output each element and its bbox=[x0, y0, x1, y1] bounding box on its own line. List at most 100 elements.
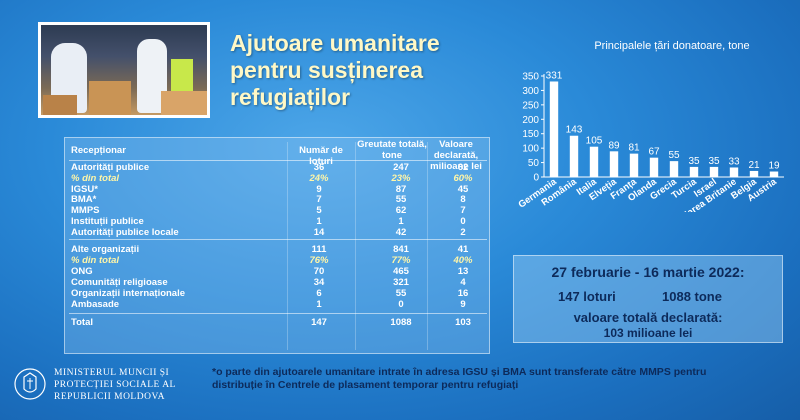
row-lots: 5 bbox=[316, 205, 322, 216]
row-value: 40% bbox=[453, 255, 473, 266]
row-value: 9 bbox=[460, 299, 466, 310]
column-divider bbox=[287, 142, 288, 350]
row-lots: 1 bbox=[316, 216, 322, 227]
table-row: % din total 76% 77% 40% bbox=[65, 255, 491, 266]
row-label: % din total bbox=[71, 255, 120, 266]
row-divider bbox=[69, 313, 487, 314]
data-label: 33 bbox=[728, 156, 740, 167]
moldova-coat-of-arms-icon bbox=[14, 368, 46, 400]
humanitarian-aid-photo bbox=[38, 22, 210, 118]
table-row: % din total 24% 23% 60% bbox=[65, 173, 491, 184]
high-visibility-vest bbox=[171, 59, 193, 93]
row-weight: 321 bbox=[393, 277, 409, 288]
summary-lots: 147 loturi bbox=[558, 289, 616, 304]
row-weight: 55 bbox=[395, 194, 407, 205]
data-label: 67 bbox=[648, 147, 660, 158]
row-value: 41 bbox=[457, 244, 469, 255]
row-label: Organizații internaționale bbox=[71, 288, 186, 299]
row-lots: 6 bbox=[316, 288, 322, 299]
row-weight: 247 bbox=[393, 162, 409, 173]
ministry-line-1: MINISTERUL MUNCII ȘI bbox=[54, 368, 170, 378]
row-lots: 1 bbox=[316, 299, 322, 310]
row-lots: 36 bbox=[313, 162, 325, 173]
row-value: 62 bbox=[457, 162, 469, 173]
bar bbox=[669, 161, 679, 177]
column-divider bbox=[427, 142, 428, 350]
row-weight: 1 bbox=[398, 216, 404, 227]
data-label: 89 bbox=[608, 140, 620, 151]
table-row: BMA* 7 55 8 bbox=[65, 194, 491, 205]
summary-tons: 1088 tone bbox=[662, 289, 722, 304]
data-label: 331 bbox=[546, 70, 563, 81]
row-value: 103 bbox=[455, 317, 471, 328]
data-label: 105 bbox=[586, 136, 603, 147]
row-value: 13 bbox=[457, 266, 469, 277]
row-label: Alte organizații bbox=[71, 244, 140, 255]
bar bbox=[749, 170, 759, 177]
row-label: Total bbox=[71, 317, 93, 328]
row-lots: 111 bbox=[311, 244, 327, 255]
bar bbox=[589, 146, 599, 177]
row-weight: 0 bbox=[398, 299, 404, 310]
ministry-name: MINISTERUL MUNCII ȘI PROTECȚIEI SOCIALE … bbox=[54, 367, 214, 403]
row-label: % din total bbox=[71, 173, 120, 184]
row-lots: 14 bbox=[313, 227, 325, 238]
y-tick-label: 350 bbox=[522, 72, 539, 83]
y-tick-label: 50 bbox=[528, 158, 540, 169]
bar bbox=[569, 135, 579, 177]
header-lots: Număr de loturi bbox=[299, 145, 343, 167]
bar bbox=[609, 151, 619, 177]
data-label: 35 bbox=[688, 156, 700, 167]
row-value: 16 bbox=[457, 288, 469, 299]
row-weight: 465 bbox=[393, 266, 409, 277]
aid-box bbox=[89, 81, 131, 115]
row-lots: 9 bbox=[316, 184, 322, 195]
row-value: 0 bbox=[460, 216, 466, 227]
y-tick-label: 150 bbox=[522, 129, 539, 140]
summary-period: 27 februarie - 16 martie 2022: bbox=[551, 264, 745, 280]
row-weight: 87 bbox=[395, 184, 407, 195]
bar bbox=[769, 171, 779, 177]
row-label: Instituții publice bbox=[71, 216, 144, 227]
chart-title: Principalele țări donatoare, tone bbox=[594, 40, 750, 52]
ministry-line-2: PROTECȚIEI SOCIALE AL bbox=[54, 380, 176, 390]
header-divider bbox=[69, 160, 487, 161]
table-row: Ambasade 1 0 9 bbox=[65, 299, 491, 310]
row-label: Ambasade bbox=[71, 299, 120, 310]
row-label: Comunități religioase bbox=[71, 277, 168, 288]
bar bbox=[549, 81, 559, 177]
row-weight: 77% bbox=[391, 255, 411, 266]
table-row: Instituții publice 1 1 0 bbox=[65, 216, 491, 227]
row-lots: 24% bbox=[309, 173, 329, 184]
y-tick-label: 100 bbox=[522, 144, 539, 155]
table-row: Total 147 1088 103 bbox=[65, 317, 491, 328]
y-tick-label: 0 bbox=[533, 173, 539, 184]
bar bbox=[709, 166, 719, 177]
summary-value-label: valoare totală declarată: bbox=[573, 310, 723, 325]
row-weight: 62 bbox=[395, 205, 407, 216]
row-weight: 23% bbox=[391, 173, 411, 184]
data-label: 21 bbox=[748, 160, 760, 171]
column-divider bbox=[355, 142, 356, 350]
row-lots: 7 bbox=[316, 194, 322, 205]
table-row: Comunități religioase 34 321 4 bbox=[65, 277, 491, 288]
header-weight: Greutate totală, tone bbox=[357, 139, 427, 161]
row-value: 8 bbox=[460, 194, 466, 205]
row-label: BMA* bbox=[71, 194, 97, 205]
footnote: *o parte din ajutoarele umanitare intrat… bbox=[212, 366, 707, 391]
row-lots: 76% bbox=[309, 255, 329, 266]
row-lots: 34 bbox=[313, 277, 325, 288]
y-tick-label: 250 bbox=[522, 100, 539, 111]
table-row: Autorități publice 36 247 62 bbox=[65, 162, 491, 173]
data-label: 143 bbox=[566, 125, 583, 136]
table-row: ONG 70 465 13 bbox=[65, 266, 491, 277]
row-value: 45 bbox=[457, 184, 469, 195]
table-row: Autorități publice locale 14 42 2 bbox=[65, 227, 491, 238]
y-tick-label: 200 bbox=[522, 115, 539, 126]
data-label: 55 bbox=[668, 150, 680, 161]
bar bbox=[729, 167, 739, 177]
row-label: IGSU* bbox=[71, 184, 98, 195]
table-row: Organizații internaționale 6 55 16 bbox=[65, 288, 491, 299]
row-value: 4 bbox=[460, 277, 466, 288]
row-lots: 147 bbox=[311, 317, 327, 328]
